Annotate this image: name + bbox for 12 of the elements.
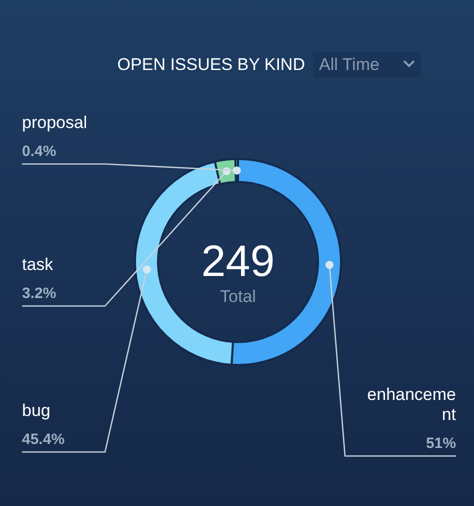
slice-label: bug [22,401,50,420]
data-label: 0.4% [22,143,56,160]
chart-title: OPEN ISSUES BY KIND [117,55,305,74]
slice-label: task [22,255,54,274]
data-label: 3.2% [22,285,56,302]
slice-label: enhancement [367,385,456,424]
slice-label: proposal [22,113,88,132]
data-label: 51% [426,435,456,452]
text: Total [220,287,256,306]
text: 249 [201,237,275,286]
chart-subtitle: All Time [319,55,380,74]
data-label: 45.4% [22,431,65,448]
